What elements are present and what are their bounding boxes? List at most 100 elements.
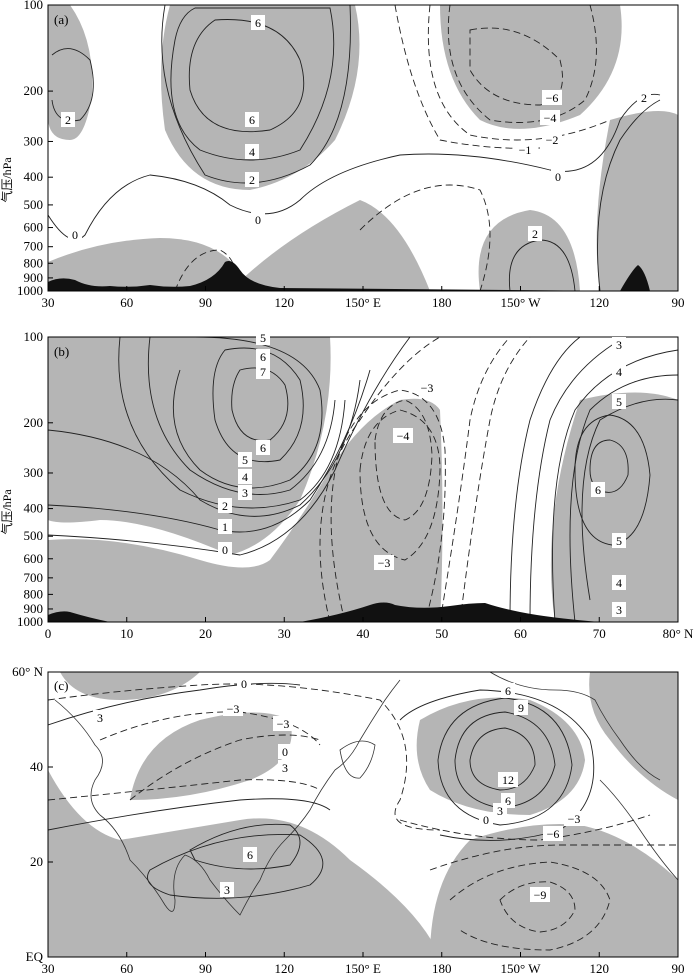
panel-c-contour-label-bg	[278, 760, 292, 775]
contour-b-6	[212, 347, 304, 463]
panel-b-contour-label: 5	[616, 395, 622, 409]
panel-b-ytick-label: 1000	[17, 614, 43, 629]
shade-a-low-east	[478, 210, 580, 291]
terrain-b	[48, 602, 600, 622]
shade-c-southasia	[48, 770, 440, 957]
panel-a-contour-label-bg	[528, 226, 542, 241]
panel-c-contour-label-bg	[514, 700, 528, 715]
shade-a-west	[48, 5, 93, 140]
panel-a-ytick-label: 200	[24, 83, 44, 98]
panel-a-contour-label-bg	[245, 144, 259, 159]
panel-c-contour-label-bg	[564, 811, 584, 826]
panel-b-ytick-label: 300	[24, 465, 44, 480]
shade-a-far-east	[596, 111, 678, 291]
panel-a-contour-label-bg	[251, 15, 265, 30]
panel-b-contour-label: 6	[260, 441, 266, 455]
contour-b-5-east	[581, 398, 678, 601]
contour-b-3-east	[552, 349, 678, 622]
panel-c-contour-label: 9	[518, 701, 524, 715]
contour-b-4	[147, 337, 336, 495]
contour-c-neg6	[449, 861, 611, 951]
contour-a-neg6	[469, 27, 563, 106]
panel-c-contour-label: 6	[505, 684, 511, 698]
panel-b-contour-label-bg	[238, 469, 252, 484]
contour-b-east-a	[529, 339, 621, 622]
panel-b-ytick-label: 500	[24, 528, 44, 543]
coastline-japan	[339, 740, 376, 779]
panel-b-contour-label-bg	[374, 555, 394, 570]
contour-c-3-north	[48, 682, 301, 726]
panel-a-contour-label-bg	[245, 172, 259, 187]
panel-c-xtick-label: 30	[42, 961, 55, 976]
contour-a-6-outer	[188, 19, 305, 133]
contour-c-0-north	[48, 683, 441, 831]
panel-c-ytick-label: EQ	[26, 949, 44, 964]
panel-a-ytick-label: 100	[24, 0, 44, 12]
panel-a-plot	[48, 5, 678, 291]
panel-b-contour-label: 4	[616, 576, 622, 590]
panel-c-xtick-label: 180	[432, 961, 452, 976]
shade-a-bottom	[48, 238, 250, 291]
contour-a-0	[48, 93, 661, 240]
panel-a-contour-label-bg	[551, 169, 565, 184]
contour-b-neg3-inner	[359, 409, 441, 561]
contour-a-4	[170, 7, 335, 161]
contour-b-7	[231, 367, 289, 442]
panel-c-contour-label-bg	[530, 887, 550, 902]
panel-a-ylabel: 气压/hPa	[0, 157, 14, 203]
shade-a-central	[161, 5, 360, 190]
contour-b-east-outer	[509, 337, 581, 622]
panel-c-contour-label-bg	[273, 716, 293, 731]
panel-b: (b) 气压/hPa 10020030040050060070080090010…	[0, 329, 694, 641]
panel-a-contour-label: 2	[65, 113, 71, 127]
panel-b-contour-label-bg	[612, 602, 626, 617]
contour-b-neg4	[374, 399, 433, 521]
panel-b-contour-label-bg	[218, 498, 232, 513]
shade-c-pacific-high	[416, 697, 585, 815]
panel-a-contour-label: 4	[249, 145, 255, 159]
panel-a-contour-label-bg	[245, 112, 259, 127]
panel-c-contour-label-bg	[278, 744, 292, 759]
panel-a-ytick-label: 800	[24, 255, 44, 270]
panel-c-contour-label-bg	[237, 676, 251, 691]
panel-c-contour-label: −3	[568, 812, 581, 826]
shade-c-northeast	[589, 672, 678, 800]
panel-a-contour-label-bg	[637, 90, 651, 105]
panel-b-ytick-label: 700	[24, 570, 44, 585]
contour-c-0-mid	[48, 779, 321, 801]
contour-c-neg3-pacific	[429, 844, 678, 871]
panel-b-contour-label-bg	[256, 364, 270, 379]
panel-b-contour-label-bg	[238, 485, 252, 500]
panel-b-contour-label: 5	[616, 534, 622, 548]
contour-a-lowdash	[359, 184, 491, 291]
panel-c-xtick-label: 60	[120, 961, 133, 976]
panel-a-contour-label-bg	[61, 112, 75, 127]
coastline-america	[599, 779, 678, 881]
panel-a-xtick-label: 150° W	[501, 295, 542, 310]
contour-b-ring2	[574, 414, 651, 546]
panel-a-contour-label: −4	[544, 111, 557, 125]
panel-c-plot	[48, 672, 678, 957]
panel-a-xtick-label: 90	[199, 295, 212, 310]
panel-a-contour-label: 2	[532, 227, 538, 241]
contour-c-6-pacific	[437, 697, 573, 826]
panel-b-xtick-label: 60	[514, 626, 527, 641]
shade-c-northwest	[60, 672, 200, 700]
panel-c-contour-label-bg	[220, 882, 234, 897]
shade-c-pacific-south	[430, 824, 678, 957]
panel-a-contour-label-bg	[540, 110, 560, 125]
panel-c-contour-label: 3	[282, 761, 288, 775]
panel-c-contour-label-bg	[479, 812, 493, 827]
panel-a-ytick-label: 1000	[17, 283, 43, 298]
panel-b-contour-label: 0	[222, 543, 228, 557]
panel-b-ytick-label: 200	[24, 415, 44, 430]
contour-b-neg3-outer	[330, 389, 446, 622]
panel-b-contour-label-bg	[417, 380, 437, 395]
panel-a-xticks: 30 60 90 120 150° E 180 150° W 120 90	[42, 286, 685, 310]
panel-b-contour-label-bg	[238, 452, 252, 467]
shade-c-northcentral	[130, 712, 292, 800]
